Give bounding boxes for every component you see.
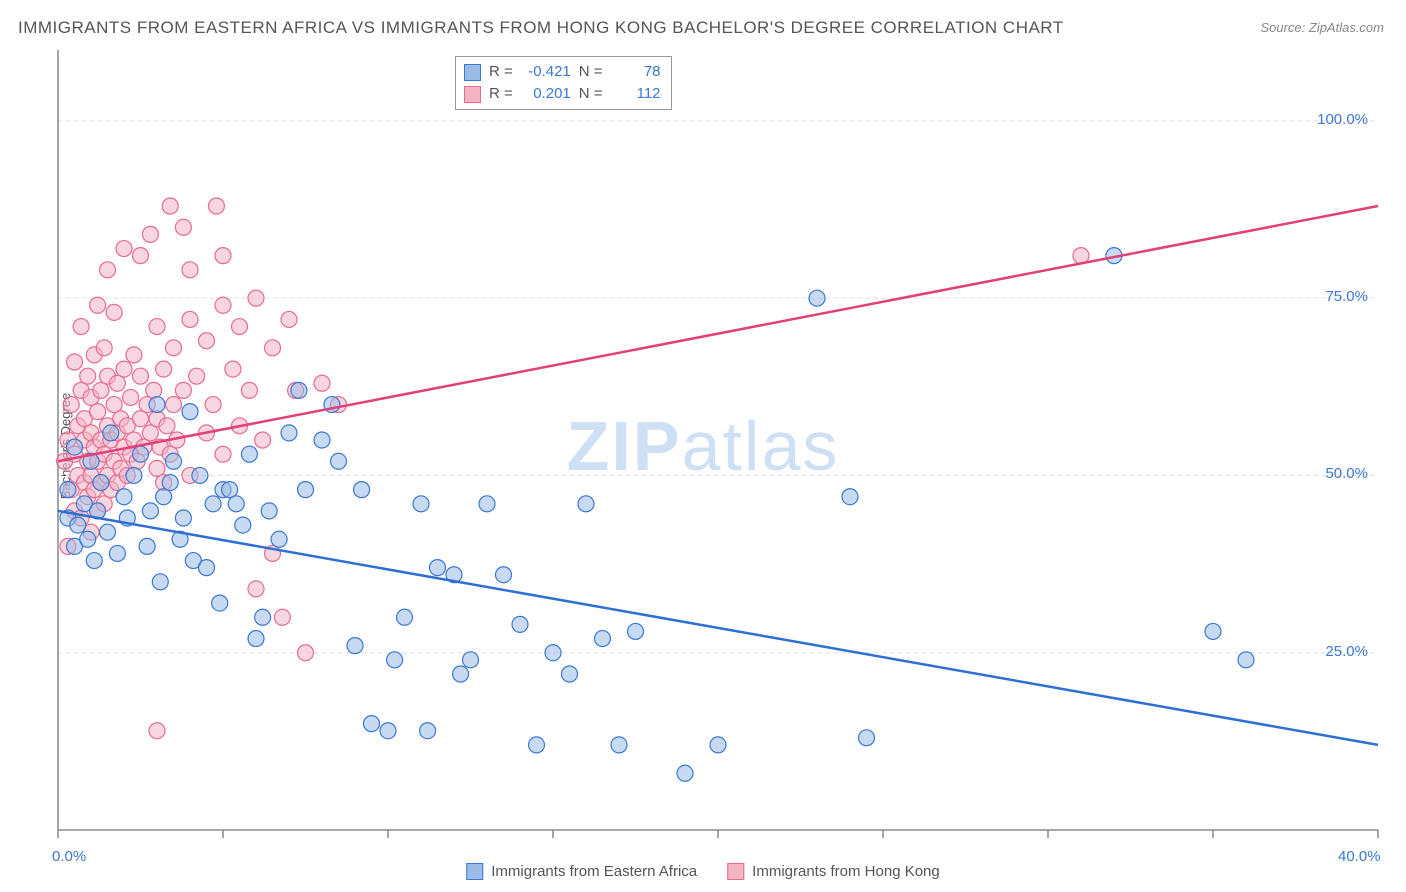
stats-r-value-1: -0.421 — [521, 61, 571, 83]
stats-r-label: R = — [489, 61, 513, 83]
legend-item-series1: Immigrants from Eastern Africa — [466, 863, 697, 880]
stats-n-label: N = — [579, 83, 603, 105]
swatch-series1 — [464, 64, 481, 81]
swatch-series1-bottom — [466, 863, 483, 880]
legend-item-series2: Immigrants from Hong Kong — [727, 863, 940, 880]
swatch-series2-bottom — [727, 863, 744, 880]
legend-label-2: Immigrants from Hong Kong — [752, 863, 940, 880]
stats-n-value-1: 78 — [611, 61, 661, 83]
y-tick-label: 50.0% — [1325, 465, 1368, 482]
x-tick-label: 40.0% — [1338, 848, 1381, 865]
stats-legend-box: R = -0.421 N = 78 R = 0.201 N = 112 — [455, 56, 672, 110]
stats-row-series1: R = -0.421 N = 78 — [464, 61, 661, 83]
legend-label-1: Immigrants from Eastern Africa — [491, 863, 697, 880]
y-tick-label: 75.0% — [1325, 288, 1368, 305]
y-tick-label: 25.0% — [1325, 643, 1368, 660]
swatch-series2 — [464, 86, 481, 103]
legend-bottom: Immigrants from Eastern Africa Immigrant… — [466, 863, 939, 880]
stats-n-value-2: 112 — [611, 83, 661, 105]
stats-r-value-2: 0.201 — [521, 83, 571, 105]
stats-n-label: N = — [579, 61, 603, 83]
stats-r-label: R = — [489, 83, 513, 105]
y-tick-label: 100.0% — [1317, 111, 1368, 128]
x-tick-label: 0.0% — [52, 848, 86, 865]
scatter-chart — [0, 0, 1406, 892]
stats-row-series2: R = 0.201 N = 112 — [464, 83, 661, 105]
